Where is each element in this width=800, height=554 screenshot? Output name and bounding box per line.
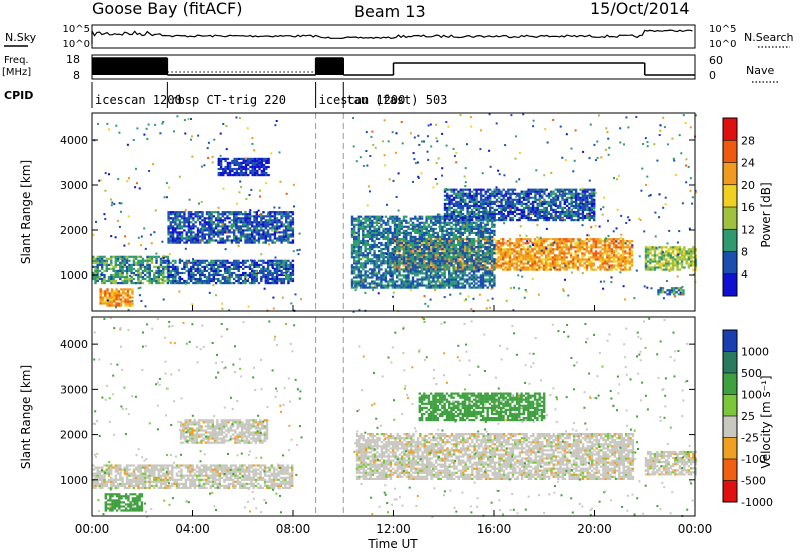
power-cbar-swatch-1 (723, 140, 737, 163)
power-layer-band-9 (657, 287, 685, 296)
power-cbar-tick-2: 20 (741, 179, 755, 192)
noise-panel: N.Sky 10^5 10^0 10^5 10^0 N.Search (4, 24, 794, 50)
frequency-panel: Freq. [MHz] 18 8 60 0 Nave (2, 53, 780, 83)
power-cbar-tick-4: 12 (741, 223, 755, 236)
vel-cbar-tick-2: 100 (741, 389, 762, 402)
vel-cbar-tick-6: -500 (741, 475, 766, 488)
power-yticks-tick-0: 1000 (60, 269, 88, 282)
x-tick-6: 00:00 (678, 522, 713, 536)
power-cbar-swatch-4 (723, 207, 737, 230)
vel-yticks-tick-3: 4000 (60, 338, 88, 351)
x-tick-1: 04:00 (175, 522, 210, 536)
power-layer-band-8 (644, 246, 697, 271)
vel-cbar-swatch-1 (723, 351, 737, 374)
noise-left-tick-bottom: 10^0 (63, 39, 90, 50)
vel-layer-band-1 (179, 419, 269, 444)
power-cbar-tick-1: 24 (741, 157, 755, 170)
power-panel: 1000 2000 3000 4000 Slant Range [km] 28 24 20… (19, 112, 773, 313)
freq-label-1: Freq. (4, 55, 29, 66)
vel-layer-band-4 (418, 392, 546, 422)
vel-cbar-swatch-3 (723, 394, 737, 417)
vel-layer-band-0 (92, 464, 294, 489)
vel-cbar-tick-1: 500 (741, 367, 762, 380)
freq-right-tick-top: 60 (709, 54, 723, 67)
freq-step-line (92, 57, 695, 76)
power-layer-scatter (92, 113, 697, 313)
cpid-segment-3: tau (fast) 503 (346, 93, 447, 107)
freq-block-2 (315, 58, 344, 75)
vel-cbar-swatch-7 (723, 480, 737, 503)
power-layer-band-7 (443, 188, 596, 222)
power-yticks-tick-3: 4000 (60, 134, 88, 147)
x-tick-4: 16:00 (477, 522, 512, 536)
vel-layer-scatter (92, 317, 694, 518)
cpid-segment-0: icescan 1200 (95, 93, 182, 107)
vel-cbar-swatch-6 (723, 459, 737, 481)
cpid-segment-2: icescan 1200 (319, 93, 406, 107)
cpid-label: CPID (4, 89, 33, 102)
noise-right-tick-top: 10^5 (709, 24, 736, 35)
date-title: 15/Oct/2014 (590, 0, 690, 18)
power-cbar-swatch-7 (723, 273, 737, 297)
noise-right-label: N.Search (744, 31, 794, 44)
x-tick-5: 20:00 (577, 522, 612, 536)
freq-left-tick-bottom: 8 (73, 69, 80, 82)
freq-label-2: [MHz] (2, 67, 31, 78)
velocity-panel: 1000 2000 3000 4000 Slant Range [km] 1000 50… (19, 316, 773, 518)
power-cbar-swatch-0 (723, 118, 737, 141)
power-cbar-tick-0: 28 (741, 134, 755, 147)
vel-layer-band-5 (644, 450, 697, 476)
power-yticks-tick-1: 2000 (60, 224, 88, 237)
noise-left-label: N.Sky (5, 31, 37, 44)
freq-right-tick-bottom: 0 (709, 69, 716, 82)
power-cbar-tick-6: 4 (741, 268, 748, 281)
noise-right-tick-bottom: 10^0 (709, 39, 736, 50)
cpid-segment-1: rbsp CT-trig 220 (170, 93, 286, 107)
freq-block-0 (92, 58, 168, 75)
power-cbar-swatch-2 (723, 162, 737, 186)
power-yticks-tick-2: 3000 (60, 179, 88, 192)
noise-sky-line (91, 29, 693, 44)
x-tick-2: 08:00 (276, 522, 311, 536)
power-layer-band-4 (217, 157, 270, 177)
power-cbar-swatch-3 (723, 184, 737, 208)
vel-cbar-swatch-4 (723, 416, 737, 438)
noise-left-tick-top: 10^5 (63, 24, 90, 35)
power-cbar-tick-3: 16 (741, 201, 755, 214)
x-tick-3: 12:00 (376, 522, 411, 536)
power-cbar-swatch-5 (723, 229, 737, 252)
x-tick-0: 00:00 (75, 522, 110, 536)
power-cbar-swatch-6 (723, 251, 737, 275)
vel-cbar-tick-7: -1000 (741, 496, 773, 509)
vel-yticks-tick-0: 1000 (60, 474, 88, 487)
freq-left-tick-top: 18 (66, 53, 80, 66)
vel-cbar-tick-0: 1000 (741, 346, 769, 359)
velocity-colorbar-label: Velocity [m s⁻¹] (759, 375, 773, 468)
power-layer-band-0 (92, 255, 169, 285)
beam-title: Beam 13 (354, 2, 426, 21)
vel-yticks-tick-2: 3000 (60, 383, 88, 396)
time-axis: 00:00 04:00 08:00 12:00 16:00 20:00 00:00 (75, 305, 713, 536)
vel-cbar-tick-3: 25 (741, 410, 755, 423)
vel-cbar-swatch-2 (723, 373, 737, 395)
vel-cbar-tick-5: -100 (741, 453, 766, 466)
vel-cbar-swatch-0 (723, 330, 737, 352)
vel-layer-band-2 (355, 433, 635, 480)
nave-label: Nave (746, 64, 774, 77)
vel-layer-band-3 (104, 493, 144, 512)
vel-yticks-tick-1: 2000 (60, 429, 88, 442)
power-layer-band-1 (99, 288, 134, 307)
power-ylabel: Slant Range [km] (19, 160, 33, 264)
vel-cbar-swatch-5 (723, 437, 737, 460)
velocity-ylabel: Slant Range [km] (19, 365, 33, 469)
station-title: Goose Bay (fitACF) (92, 0, 242, 18)
time-axis-label: Time UT (367, 537, 418, 551)
vel-cbar-tick-4: -25 (741, 432, 759, 445)
power-layer-band-3 (167, 211, 295, 244)
power-cbar-tick-5: 8 (741, 246, 748, 259)
power-colorbar-label: Power [dB] (759, 182, 773, 247)
